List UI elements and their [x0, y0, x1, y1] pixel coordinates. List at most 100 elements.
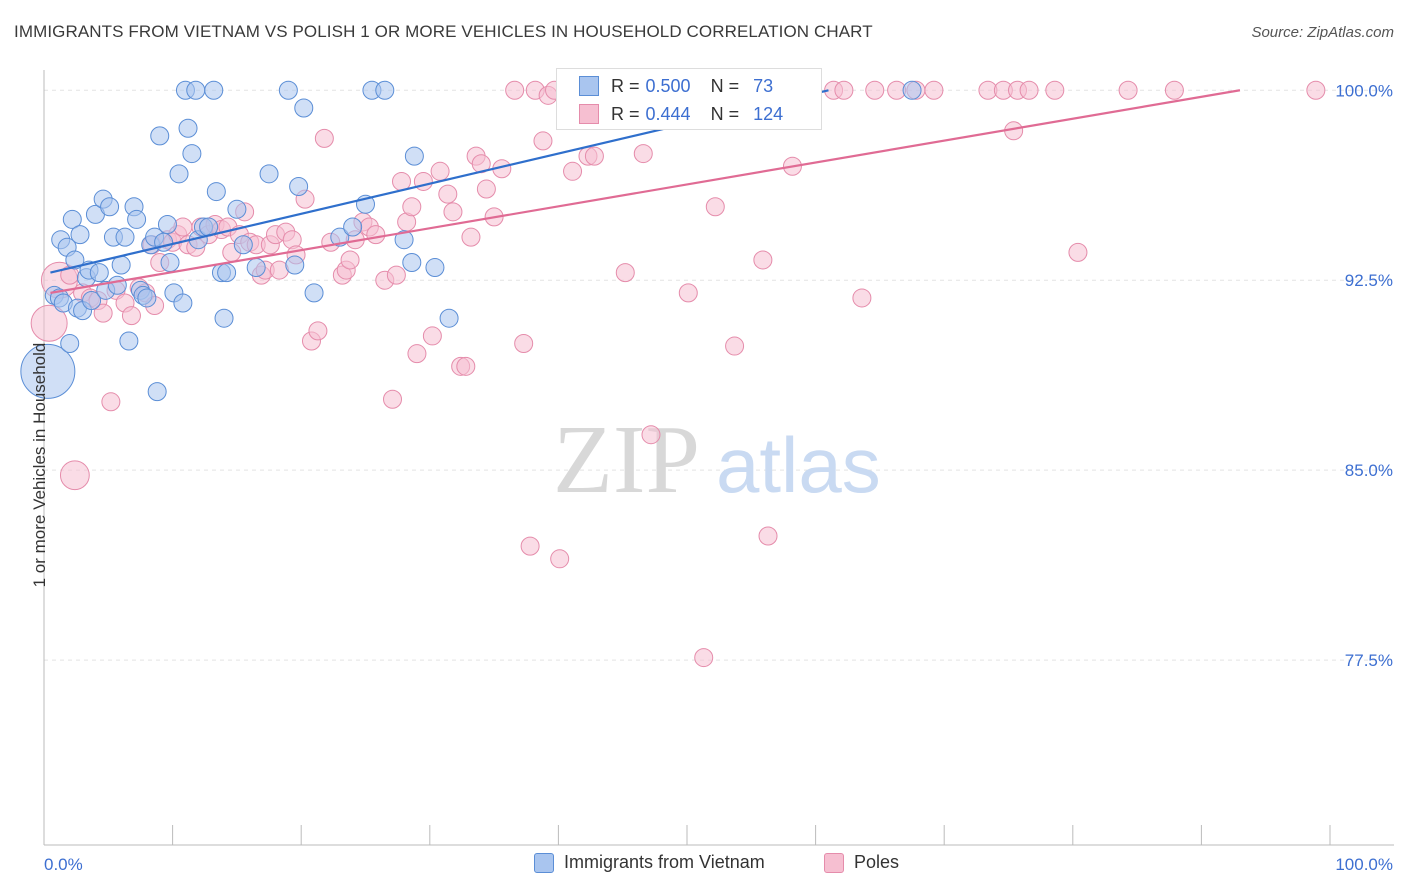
- vietnam-point-43: [186, 80, 206, 100]
- vietnam-point-60: [304, 283, 324, 303]
- poles-point-104: [694, 648, 714, 668]
- chart-title: IMMIGRANTS FROM VIETNAM VS POLISH 1 OR M…: [14, 22, 873, 41]
- n-value-vietnam: 73: [753, 75, 774, 96]
- vietnam-point-56: [278, 80, 298, 100]
- correlation-legend: R = 0.500 N = 73 R = 0.444 N = 124: [556, 68, 822, 130]
- poles-point-58: [402, 197, 422, 217]
- vietnam-point-47: [204, 80, 224, 100]
- poles-point-108: [865, 80, 885, 100]
- poles-point-11: [121, 306, 141, 326]
- poles-point-88: [615, 263, 635, 283]
- vietnam-point-70: [439, 308, 459, 328]
- vietnam-point-62: [343, 217, 363, 237]
- vietnam-point-10: [70, 225, 90, 245]
- vietnam-point-23: [115, 227, 135, 247]
- poles-point-55: [386, 265, 406, 285]
- axis-layer: [43, 70, 1394, 846]
- vietnam-point-38: [169, 164, 189, 184]
- vietnam-point-35: [157, 214, 177, 234]
- poles-point-100: [753, 250, 773, 270]
- poles-point-75: [520, 536, 540, 556]
- legend-swatch-poles: [824, 852, 844, 873]
- vietnam-point-24: [119, 331, 139, 351]
- poles-point-52: [366, 225, 386, 245]
- poles-point-80: [550, 549, 570, 569]
- n-label: N =: [710, 103, 740, 124]
- poles-point-44: [314, 128, 334, 148]
- x-tick-label-max: 100.0%: [1335, 855, 1393, 874]
- vietnam-point-42: [182, 144, 202, 164]
- poles-point-77: [533, 131, 553, 151]
- poles-point-95: [705, 197, 725, 217]
- legend-swatch-vietnam: [534, 852, 554, 873]
- poles-point-54: [383, 389, 403, 409]
- vietnam-point-57: [285, 255, 305, 275]
- vietnam-point-16: [89, 263, 109, 283]
- poles-point-73: [505, 80, 525, 100]
- watermark-atlas: atlas: [716, 421, 881, 509]
- series-poles-points: [30, 80, 1326, 668]
- poles-point-91: [641, 425, 661, 445]
- poles-point-118: [1068, 242, 1088, 262]
- legend-label-vietnam: Immigrants from Vietnam: [564, 852, 765, 872]
- vietnam-point-67: [404, 146, 424, 166]
- poles-point-63: [438, 184, 458, 204]
- vietnam-point-50: [214, 308, 234, 328]
- vietnam-point-21: [107, 275, 127, 295]
- vietnam-point-33: [150, 126, 170, 146]
- series-legend: Immigrants from Vietnam Poles: [0, 852, 1406, 878]
- y-tick-label-3: 77.5%: [1345, 651, 1393, 670]
- poles-point-82: [563, 161, 583, 181]
- poles-point-90: [633, 144, 653, 164]
- poles-point-93: [678, 283, 698, 303]
- vietnam-point-54: [246, 258, 266, 278]
- poles-point-117: [1045, 80, 1065, 100]
- vietnam-point-29: [137, 288, 157, 308]
- y-tick-label-1: 92.5%: [1345, 271, 1393, 290]
- x-tick-label-min: 0.0%: [44, 855, 83, 874]
- r-value-poles: 0.444: [645, 103, 691, 124]
- legend-item-poles[interactable]: Poles: [824, 852, 899, 873]
- watermark-zip: ZIP: [553, 406, 700, 514]
- chart-source: Source: ZipAtlas.com: [1251, 24, 1394, 41]
- poles-point-8: [101, 392, 121, 412]
- vietnam-point-68: [402, 252, 422, 272]
- series-vietnam-points: [20, 80, 922, 402]
- poles-point-62: [430, 161, 450, 181]
- poles-point-119: [1118, 80, 1138, 100]
- vietnam-point-58: [289, 177, 309, 197]
- poles-trend-line: [50, 89, 1241, 294]
- poles-point-121: [1306, 80, 1326, 100]
- poles-point-85: [584, 146, 604, 166]
- legend-label-poles: Poles: [854, 852, 900, 872]
- poles-point-101: [758, 526, 778, 546]
- vietnam-point-26: [127, 209, 147, 229]
- poles-point-67: [461, 227, 481, 247]
- vietnam-point-69: [425, 258, 445, 278]
- vietnam-point-48: [206, 182, 226, 202]
- y-tick-label-0: 100.0%: [1335, 81, 1393, 100]
- poles-point-59: [407, 344, 427, 364]
- legend-item-vietnam[interactable]: Immigrants from Vietnam: [534, 852, 765, 873]
- n-value-poles: 124: [753, 103, 784, 124]
- legend-row-poles: R = 0.444 N = 124: [579, 102, 783, 126]
- y-tick-label-2: 85.0%: [1345, 461, 1393, 480]
- vietnam-point-22: [111, 255, 131, 275]
- poles-point-7: [93, 303, 113, 323]
- legend-swatch-poles: [579, 104, 599, 124]
- r-label: R =: [611, 75, 640, 96]
- vietnam-point-39: [173, 293, 193, 313]
- vietnam-point-8: [65, 250, 85, 270]
- poles-point-43: [308, 321, 328, 341]
- vietnam-point-36: [160, 252, 180, 272]
- vietnam-point-59: [294, 98, 314, 118]
- vietnam-point-14: [82, 290, 102, 310]
- watermark: ZIP atlas: [553, 406, 881, 514]
- poles-point-111: [924, 80, 944, 100]
- vietnam-point-66: [394, 230, 414, 250]
- poles-point-116: [1019, 80, 1039, 100]
- r-value-vietnam: 0.500: [645, 75, 691, 96]
- vietnam-point-52: [227, 199, 247, 219]
- vietnam-point-51: [217, 263, 237, 283]
